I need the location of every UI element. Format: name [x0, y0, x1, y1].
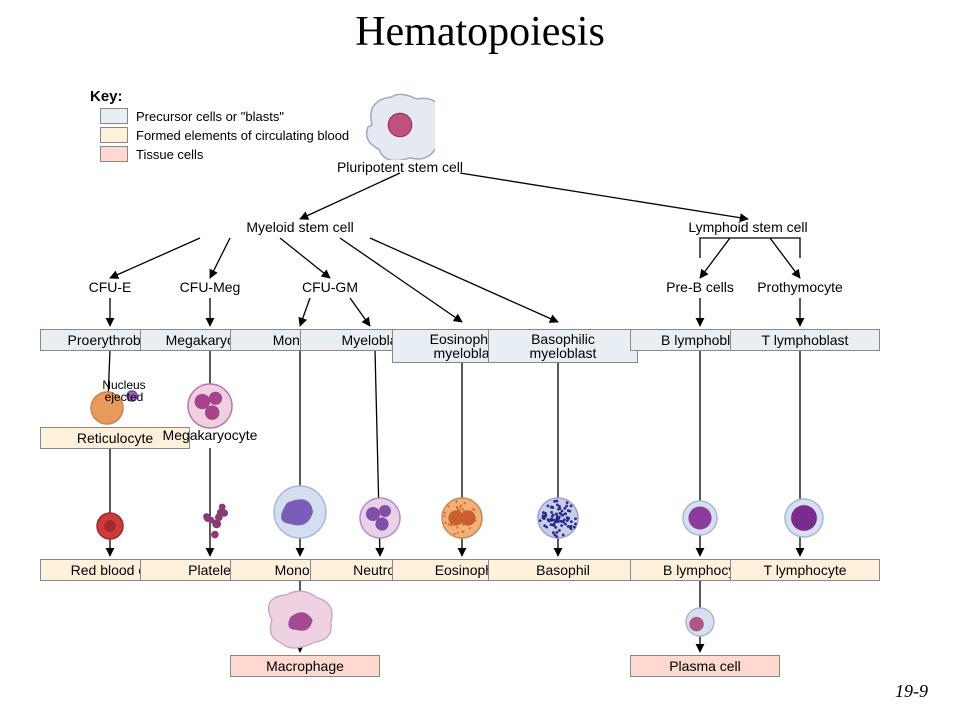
key-swatch-2 — [100, 146, 128, 162]
cell-illustration — [778, 492, 830, 544]
key-label-0: Precursor cells or "blasts" — [136, 109, 284, 124]
key-label-2: Tissue cells — [136, 147, 203, 162]
cell-illustration — [353, 491, 407, 545]
node-cfu_meg: CFU-Meg — [140, 279, 280, 295]
node-t_lymphocyte: T lymphocyte — [730, 559, 880, 581]
cell-illustration — [679, 601, 721, 643]
node-basophil: Basophil — [488, 559, 638, 581]
node-root: Pluripotent stem cell — [330, 159, 470, 175]
key-swatch-0 — [100, 108, 128, 124]
node-prothymo: Prothymocyte — [730, 279, 870, 295]
node-baso_myelo: Basophilicmyeloblast — [488, 329, 638, 363]
node-nucleus_note: Nucleusejected — [54, 379, 194, 403]
cell-illustration — [265, 585, 335, 655]
key-row-1: Formed elements of circulating blood — [100, 127, 349, 143]
page-title: Hematopoiesis — [0, 8, 960, 56]
cell-illustration — [185, 495, 235, 545]
node-macrophage: Macrophage — [230, 655, 380, 677]
key-swatch-1 — [100, 127, 128, 143]
cell-illustration — [676, 494, 724, 542]
cell-illustration — [90, 506, 130, 546]
key-label-1: Formed elements of circulating blood — [136, 128, 349, 143]
node-megakaryocyte: Megakaryocyte — [140, 427, 280, 443]
node-plasma_cell: Plasma cell — [630, 655, 780, 677]
key-row-2: Tissue cells — [100, 146, 203, 162]
cell-illustration — [531, 491, 585, 545]
cell-illustration — [365, 90, 435, 160]
node-lymphoid: Lymphoid stem cell — [678, 219, 818, 235]
cell-illustration — [267, 479, 333, 545]
key-title: Key: — [90, 88, 123, 105]
node-t_lymphoblast: T lymphoblast — [730, 329, 880, 351]
node-cfu_gm: CFU-GM — [260, 279, 400, 295]
cell-illustration — [435, 491, 489, 545]
key-row-0: Precursor cells or "blasts" — [100, 108, 284, 124]
node-myeloid: Myeloid stem cell — [230, 219, 370, 235]
page-number: 19-9 — [895, 681, 928, 702]
